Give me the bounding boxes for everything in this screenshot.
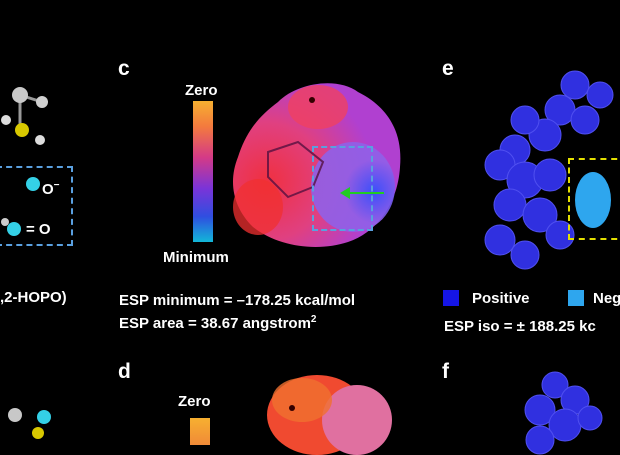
esp-minimum-arrow [340, 187, 384, 199]
iso-surface-map [484, 70, 614, 270]
iso-surface-map-f [524, 371, 603, 455]
panel-letter-f: f [442, 360, 449, 383]
panel-letter-d: d [118, 360, 131, 383]
left-highlight-box [0, 166, 73, 246]
legend-positive-swatch [443, 290, 459, 306]
o-minus-label: O− [42, 180, 60, 198]
esp-iso-text: ESP iso = ± 188.25 kc [444, 318, 596, 335]
esp-area-text: ESP area = 38.67 angstrom2 [119, 314, 317, 332]
esp-colorbar-d [190, 418, 210, 445]
colorbar-minimum-label: Minimum [163, 249, 229, 266]
legend-negative-swatch [568, 290, 584, 306]
left-ligand-atoms [1, 177, 40, 236]
left-molecule-drawing [1, 87, 48, 145]
ligand-name-label: ,2-HOPO) [0, 289, 67, 306]
colorbar-zero-label: Zero [185, 82, 218, 99]
panel-letter-e: e [442, 57, 454, 80]
esp-minimum-text: ESP minimum = –178.25 kcal/mol [119, 292, 356, 309]
legend-positive-label: Positive [472, 290, 530, 307]
iso-highlight-box [568, 158, 620, 240]
esp-minimum-highlight-box [312, 146, 373, 231]
panel-letter-c: c [118, 57, 130, 80]
esp-colorbar [193, 101, 213, 242]
esp-surface-map [233, 83, 401, 247]
legend-negative-label: Neg [593, 290, 620, 307]
o-double-bond-label: = O [26, 221, 51, 238]
colorbar-d-zero-label: Zero [178, 393, 211, 410]
left-lower-molecule [8, 408, 51, 439]
esp-surface-map-d [267, 375, 392, 455]
